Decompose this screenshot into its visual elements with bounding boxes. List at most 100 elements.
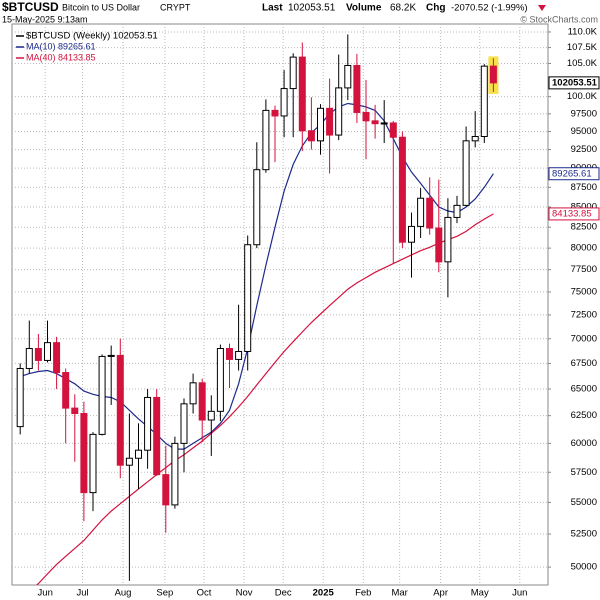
plot [16, 34, 499, 585]
candle-body [453, 204, 461, 218]
candle-body [344, 64, 352, 89]
last-value-box [548, 207, 600, 221]
x-tick-label: Oct [197, 588, 212, 599]
legend-label: $BTCUSD (Weekly) 102053.51 [26, 31, 158, 42]
candle-body [162, 474, 170, 506]
candle-body [62, 372, 70, 409]
candle-body [207, 410, 215, 421]
candle-body [435, 227, 443, 263]
y-tick-label: 95000 [571, 126, 597, 137]
y-tick-label: 75000 [571, 286, 597, 297]
legend-label: MA(10) 89265.61 [26, 41, 96, 51]
y-tick-label: 55000 [571, 497, 597, 508]
candle-body [80, 412, 88, 494]
candle-body [43, 342, 51, 361]
last-label: Last [262, 3, 283, 14]
axis: 50000 52500 55000 57500 60000 62500 65000 67500… [38, 26, 600, 599]
candle-body [134, 449, 142, 459]
x-tick-label: Jun [38, 588, 53, 599]
candle-body [335, 87, 343, 136]
last-value-box [548, 76, 600, 90]
y-tick-label: 87500 [571, 182, 597, 193]
symbol: $BTCUSD [2, 0, 59, 14]
candle-body [398, 136, 406, 243]
x-tick-label: Jun [512, 588, 527, 599]
last-value-label: 84133.85 [552, 208, 592, 219]
candle-body [262, 109, 270, 171]
x-tick-label: Feb [355, 588, 371, 599]
candle-body [380, 122, 388, 125]
candle-body [417, 197, 425, 227]
candle-body [244, 244, 252, 352]
candle-body [153, 396, 161, 476]
candle-body [25, 348, 33, 369]
candle-body [216, 348, 224, 412]
candle-body [89, 433, 97, 494]
moving-average-line [35, 213, 494, 585]
candle-body [326, 107, 334, 136]
candle-body [407, 225, 415, 243]
y-tick-label: 92500 [571, 144, 597, 155]
chg-value: -2070.52 (-1.99%) [451, 3, 528, 14]
y-tick-label: 65000 [571, 384, 597, 395]
y-tick-label: 105.0K [567, 58, 598, 69]
candle-body [235, 350, 243, 360]
x-tick-label: Sep [156, 588, 173, 599]
y-tick-label: 77500 [571, 264, 597, 275]
candle-body [189, 382, 197, 405]
last-value: 102053.51 [288, 3, 336, 14]
candle-body [116, 354, 124, 466]
x-tick-label: 2025 [313, 588, 335, 599]
x-tick-label: Apr [433, 588, 448, 599]
candle-body [307, 130, 315, 142]
candle-body [253, 169, 261, 246]
x-tick-label: Aug [115, 588, 132, 599]
y-tick-label: 97500 [571, 108, 597, 119]
candle-body [480, 65, 488, 137]
y-tick-label: 82500 [571, 222, 597, 233]
volume-value: 68.2K [390, 3, 416, 14]
x-tick-label: Jul [76, 588, 88, 599]
x-tick-label: May [471, 588, 489, 599]
exchange: CRYPT [160, 2, 191, 12]
candle-body [180, 403, 188, 444]
y-tick-label: 72500 [571, 309, 597, 320]
candle-body [489, 65, 497, 84]
candle-body [271, 109, 279, 117]
x-tick-label: Mar [391, 588, 407, 599]
candle-body [198, 382, 206, 421]
candle-body [107, 354, 115, 357]
candle-body [144, 396, 152, 451]
y-tick-label: 60000 [571, 438, 597, 449]
y-tick-label: 57500 [571, 467, 597, 478]
subtitle: Bitcoin to US Dollar [62, 2, 140, 12]
last-value-label: 102053.51 [552, 77, 598, 88]
volume-label: Volume [346, 3, 382, 14]
x-tick-label: Nov [236, 588, 253, 599]
candle-body [53, 342, 61, 374]
candle-body [471, 135, 479, 142]
candle-body [98, 355, 106, 435]
candle-body [171, 442, 179, 506]
chg-label: Chg [426, 3, 445, 14]
candle-body [353, 64, 361, 113]
y-tick-label: 107.5K [567, 42, 598, 53]
candle-body [34, 348, 42, 361]
y-tick-label: 85000 [571, 201, 597, 212]
candle-body [362, 111, 370, 122]
legend-label: MA(40) 84133.85 [26, 52, 96, 62]
last-value-box [548, 167, 600, 181]
candle-body [71, 407, 79, 414]
candle-body [298, 56, 306, 132]
candle-body [225, 348, 233, 360]
candle-body [462, 140, 470, 206]
plot-frame [11, 23, 549, 586]
candle-body [280, 88, 288, 117]
y-tick-label: 70000 [571, 333, 597, 344]
candle-body [289, 56, 297, 90]
candle-body [316, 107, 324, 142]
y-tick-label: 100.0K [567, 91, 598, 102]
candle-body [371, 120, 379, 125]
